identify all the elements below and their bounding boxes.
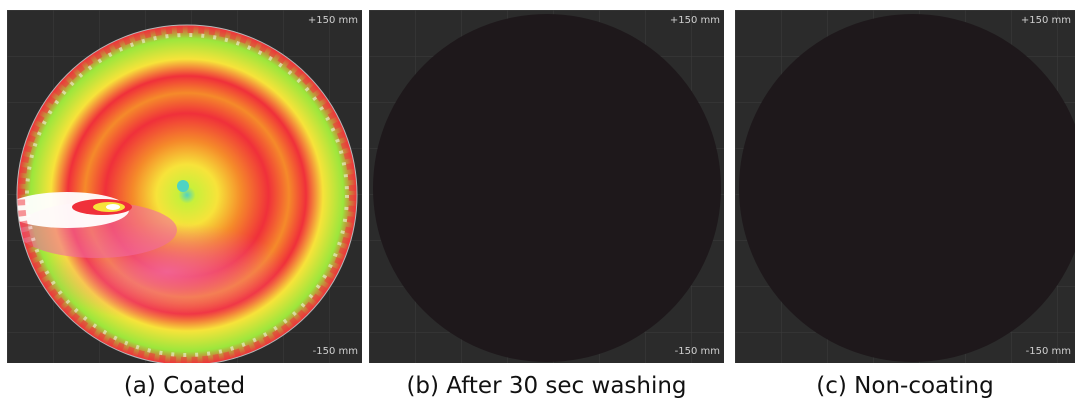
wafer-dark — [373, 14, 721, 362]
wafer-map-panel-washed: +150 mm -150 mm — [369, 10, 724, 363]
scale-top-label: +150 mm — [669, 15, 720, 26]
wafer-colormap — [17, 25, 357, 363]
scale-top-label: +150 mm — [307, 15, 358, 26]
scale-bottom-label: -150 mm — [312, 346, 358, 357]
wafer-dark — [739, 14, 1075, 362]
wafer-map-coated — [7, 10, 362, 363]
scale-bottom-label: -150 mm — [674, 346, 720, 357]
wafer-map-panel-noncoating: +150 mm -150 mm — [735, 10, 1075, 363]
wafer-map-panel-coated: +150 mm -150 mm — [7, 10, 362, 363]
wafer-map-noncoating — [735, 10, 1075, 363]
caption-coated: (a) Coated — [123, 373, 246, 399]
caption-washed: (b) After 30 sec washing — [406, 373, 687, 399]
scale-top-label: +150 mm — [1020, 15, 1071, 26]
caption-noncoating: (c) Non-coating — [816, 373, 994, 399]
wafer-map-washed — [369, 10, 724, 363]
scale-bottom-label: -150 mm — [1025, 346, 1071, 357]
